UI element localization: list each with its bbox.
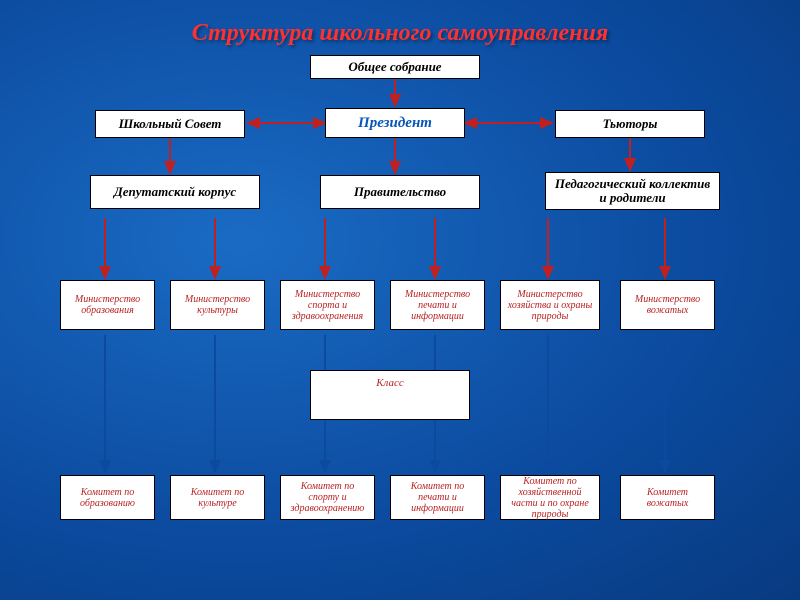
- node-government: Правительство: [320, 175, 480, 209]
- node-min_sport: Министерство спорта и здравоохранения: [280, 280, 375, 330]
- node-assembly: Общее собрание: [310, 55, 480, 79]
- node-com_press: Комитет по печати и информации: [390, 475, 485, 520]
- node-tutors: Тьюторы: [555, 110, 705, 138]
- node-min_edu: Министерство образования: [60, 280, 155, 330]
- node-com_econ: Комитет по хозяйственной части и по охра…: [500, 475, 600, 520]
- node-com_cult: Комитет по культуре: [170, 475, 265, 520]
- node-com_lead: Комитет вожатых: [620, 475, 715, 520]
- node-pedcollect: Педагогический коллектив и родители: [545, 172, 720, 210]
- node-min_press: Министерство печати и информации: [390, 280, 485, 330]
- node-min_lead: Министерство вожатых: [620, 280, 715, 330]
- page-title: Структура школьного самоуправления: [0, 20, 800, 47]
- node-klass: Класс: [310, 370, 470, 420]
- node-min_cult: Министерство культуры: [170, 280, 265, 330]
- node-deputies: Депутатский корпус: [90, 175, 260, 209]
- node-com_edu: Комитет по образованию: [60, 475, 155, 520]
- node-president: Президент: [325, 108, 465, 138]
- node-min_econ: Министерство хозяйства и охраны природы: [500, 280, 600, 330]
- node-council: Школьный Совет: [95, 110, 245, 138]
- node-com_sport: Комитет по спорту и здравоохранению: [280, 475, 375, 520]
